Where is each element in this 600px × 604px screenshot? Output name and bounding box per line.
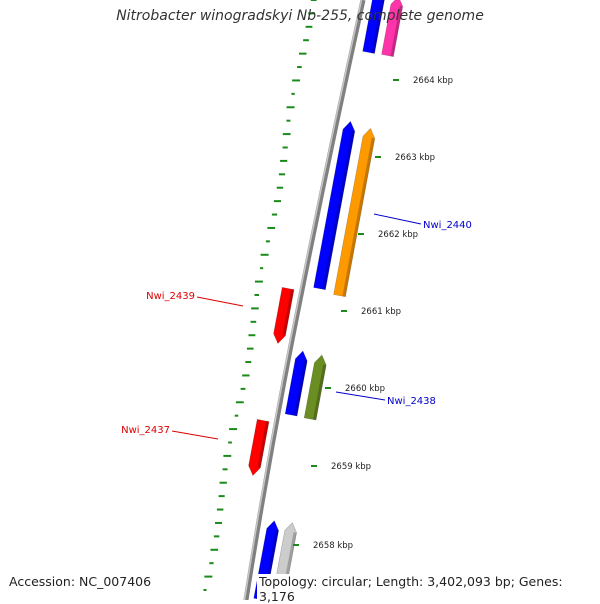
gene-arrow-body bbox=[313, 120, 356, 291]
gene-arrow-body bbox=[303, 354, 327, 421]
scale-tick-label: 2662 kbp bbox=[378, 230, 418, 240]
scale-tick-label: 2661 kbp bbox=[361, 307, 401, 317]
gene-label-leader bbox=[196, 296, 244, 307]
gene-arrow-body bbox=[284, 350, 308, 417]
gene-arrow-body bbox=[273, 287, 295, 345]
gc-skew-track bbox=[203, 0, 317, 591]
gene-label[interactable]: Nwi_2437 bbox=[121, 425, 170, 436]
scale-tick-label: 2664 kbp bbox=[413, 76, 453, 86]
backbone-highlight bbox=[243, 0, 363, 600]
gene-label-layer: Nwi_2440 Nwi_2439 Nwi_2438 Nwi_2437 bbox=[121, 213, 472, 440]
gene-arrow[interactable] bbox=[313, 120, 356, 291]
gene-arrow[interactable] bbox=[333, 127, 376, 298]
gene-arrow[interactable] bbox=[303, 354, 327, 421]
backbone-track bbox=[243, 0, 366, 600]
gene-track bbox=[248, 0, 404, 600]
gene-arrow[interactable] bbox=[248, 419, 270, 477]
gene-arrow-shade bbox=[322, 130, 355, 290]
scale-tick-label: 2659 kbp bbox=[331, 462, 371, 472]
scale-tick-label: 2660 kbp bbox=[345, 384, 385, 394]
gene-label-leader bbox=[335, 391, 386, 401]
gene-label-leader bbox=[373, 213, 422, 225]
gene-arrow[interactable] bbox=[362, 0, 386, 54]
gene-label-leader bbox=[171, 430, 219, 440]
gene-label[interactable]: Nwi_2439 bbox=[146, 291, 195, 302]
gene-arrow-body bbox=[248, 419, 270, 477]
gene-arrow-body bbox=[333, 127, 376, 298]
gene-arrow-shade bbox=[342, 137, 375, 297]
gene-arrow-shade bbox=[371, 0, 385, 54]
gene-arrow-body bbox=[381, 0, 404, 57]
gene-arrow-body bbox=[362, 0, 385, 54]
gene-label[interactable]: Nwi_2438 bbox=[387, 396, 436, 407]
gene-arrow-shade bbox=[313, 364, 327, 420]
scale-track: 2658 kbp 2659 kbp 2660 kbp 2661 kbp 2662 kbp… bbox=[293, 76, 453, 551]
backbone-line bbox=[243, 0, 366, 600]
gene-arrow-shade bbox=[294, 360, 308, 416]
gene-arrow-shade bbox=[390, 5, 403, 57]
gene-arrow[interactable] bbox=[273, 287, 295, 345]
gene-arrow-shade bbox=[257, 421, 269, 468]
gene-label[interactable]: Nwi_2440 bbox=[423, 220, 472, 231]
accession-text: Accession: NC_007406 bbox=[7, 574, 154, 589]
scale-tick-label: 2663 kbp bbox=[395, 153, 435, 163]
map-title: Nitrobacter winogradskyi Nb-255, complet… bbox=[116, 8, 484, 24]
gene-arrow-shade bbox=[282, 289, 294, 336]
scale-tick-label: 2658 kbp bbox=[313, 541, 353, 551]
gene-arrow[interactable] bbox=[381, 0, 404, 57]
gene-arrow[interactable] bbox=[284, 350, 308, 417]
